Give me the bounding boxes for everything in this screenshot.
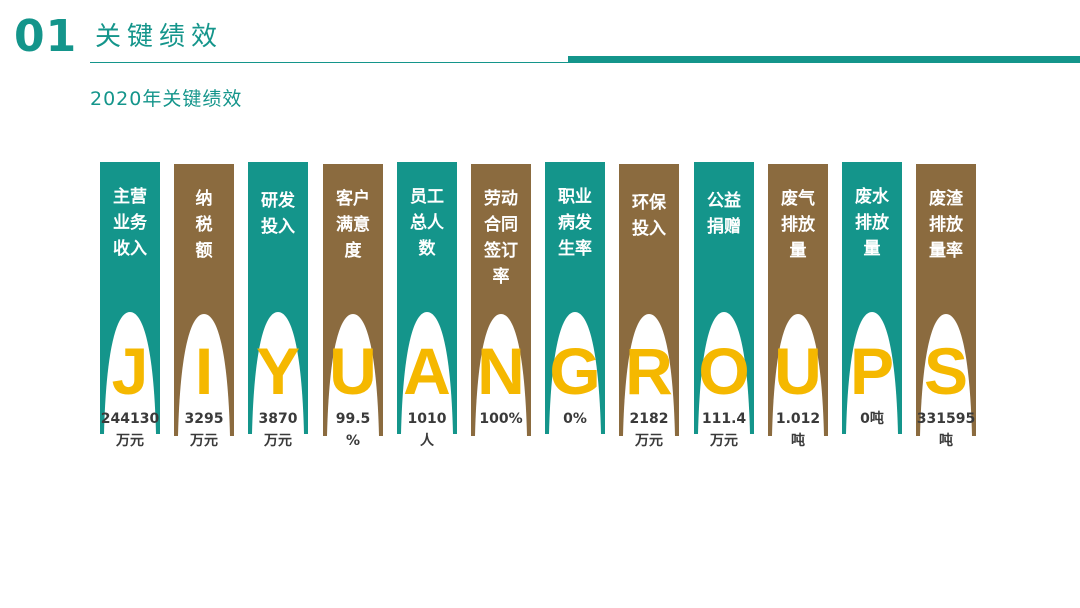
section-number: 01 — [14, 11, 78, 62]
arch-cutout — [920, 314, 972, 436]
brand-letter: O — [698, 334, 750, 408]
brand-letter: P — [849, 334, 895, 408]
metric-value: 2182 万元 — [629, 411, 669, 449]
metric-label: 环保 投入 — [632, 193, 666, 239]
arch-cutout — [475, 314, 527, 436]
metric-column: 废水 排放 量 P 0吨 — [842, 162, 902, 474]
metric-value: 111.4 万元 — [701, 411, 747, 449]
metric-card: 主营 业务 收入 — [100, 162, 160, 434]
arch-cutout — [104, 312, 156, 434]
arch-cutout — [252, 312, 304, 434]
metric-column: 废气 排放 量 U 1.012 吨 — [768, 164, 828, 476]
header-rule-thin — [90, 62, 568, 63]
metric-label: 研发 投入 — [261, 191, 295, 237]
metric-card: 废渣 排放 量率 — [916, 164, 976, 436]
metric-value: 1010 人 — [407, 411, 447, 449]
metric-card: 废气 排放 量 — [768, 164, 828, 436]
metric-card: 员工 总人 数 — [397, 162, 457, 434]
brand-letter: U — [774, 334, 822, 408]
brand-letter: U — [329, 334, 377, 408]
metric-card: 公益 捐赠 — [694, 162, 754, 434]
metric-value: 331595 吨 — [916, 411, 976, 449]
page-subtitle: 2020年关键绩效 — [90, 88, 243, 110]
arch-cutout — [178, 314, 230, 436]
brand-letter: S — [923, 334, 969, 408]
metric-value: 3870 万元 — [258, 411, 298, 449]
metric-column: 客户 满意 度 U 99.5 % — [323, 164, 383, 476]
metric-label: 职业 病发 生率 — [558, 187, 592, 259]
arch-cutout — [846, 312, 898, 434]
metric-card: 环保 投入 — [619, 164, 679, 436]
brand-letter: G — [549, 334, 601, 408]
arch-cutout — [698, 312, 750, 434]
brand-letter: N — [477, 334, 525, 408]
arch-cutout — [549, 312, 601, 434]
brand-letter: R — [625, 334, 673, 408]
arch-cutout — [623, 314, 675, 436]
metric-label: 客户 满意 度 — [336, 189, 370, 261]
metric-label: 员工 总人 数 — [410, 187, 444, 259]
metric-card: 客户 满意 度 — [323, 164, 383, 436]
metric-label: 废气 排放 量 — [781, 189, 815, 261]
metric-label: 劳动 合同 签订 率 — [484, 189, 518, 287]
metric-label: 废水 排放 量 — [855, 187, 889, 259]
arch-cutout — [401, 312, 453, 434]
metric-column: 职业 病发 生率 G 0% — [545, 162, 605, 474]
metric-column: 纳 税 额 I 3295 万元 — [174, 164, 234, 476]
metric-column: 环保 投入 R 2182 万元 — [619, 164, 679, 476]
metric-card: 废水 排放 量 — [842, 162, 902, 434]
header-rule-thick — [568, 56, 1080, 63]
metric-column: 公益 捐赠 O 111.4 万元 — [694, 162, 754, 474]
metric-column: 劳动 合同 签订 率 N 100% — [471, 164, 531, 476]
brand-letter: Y — [255, 334, 301, 408]
brand-letter: I — [194, 334, 214, 408]
metric-label: 纳 税 额 — [195, 189, 213, 261]
metric-value: 3295 万元 — [184, 411, 224, 449]
metric-value: 100% — [479, 411, 523, 427]
arch-cutout — [327, 314, 379, 436]
section-title: 关键绩效 — [95, 22, 224, 52]
brand-letter: J — [111, 334, 149, 408]
arch-cutout — [772, 314, 824, 436]
metric-column: 主营 业务 收入 J 244130 万元 — [100, 162, 160, 474]
metric-card: 纳 税 额 — [174, 164, 234, 436]
metric-value: 99.5 % — [335, 411, 371, 449]
metric-label: 公益 捐赠 — [707, 191, 741, 237]
metric-value: 0% — [563, 411, 587, 427]
metric-column: 废渣 排放 量率 S 331595 吨 — [916, 164, 976, 476]
metric-value: 0吨 — [860, 411, 884, 427]
metric-value: 1.012 吨 — [775, 411, 821, 449]
brand-letter: A — [403, 334, 451, 408]
metric-card: 职业 病发 生率 — [545, 162, 605, 434]
metric-card: 劳动 合同 签订 率 — [471, 164, 531, 436]
metric-value: 244130 万元 — [100, 411, 160, 449]
metric-card: 研发 投入 — [248, 162, 308, 434]
metric-column: 员工 总人 数 A 1010 人 — [397, 162, 457, 474]
metric-label: 废渣 排放 量率 — [929, 189, 963, 261]
metric-column: 研发 投入 Y 3870 万元 — [248, 162, 308, 474]
metric-label: 主营 业务 收入 — [113, 187, 147, 259]
